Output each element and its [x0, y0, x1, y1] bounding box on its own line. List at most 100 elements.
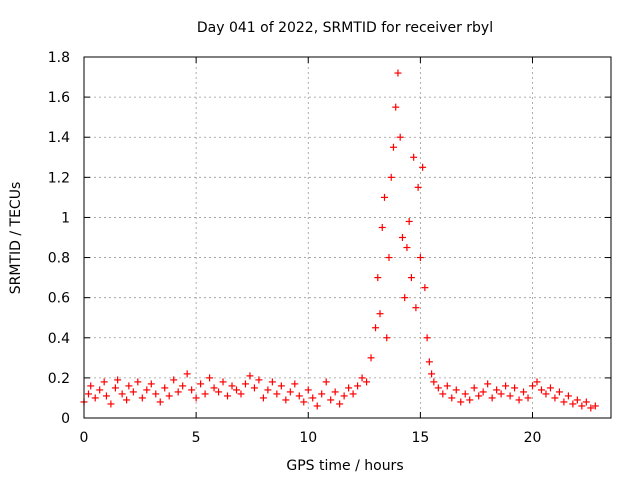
data-point: [401, 294, 409, 302]
data-point: [96, 386, 104, 394]
data-point: [428, 370, 436, 378]
data-point: [250, 384, 258, 392]
data-point: [410, 153, 418, 161]
data-point: [91, 394, 99, 402]
data-point: [412, 304, 420, 312]
data-point: [381, 193, 389, 201]
data-point: [174, 388, 182, 396]
y-axis-label: SRMTID / TECUs: [8, 182, 24, 295]
data-point: [188, 386, 196, 394]
data-point: [268, 378, 276, 386]
data-point: [475, 392, 483, 400]
data-point: [277, 382, 285, 390]
data-point: [511, 384, 519, 392]
data-point: [425, 358, 433, 366]
data-point: [546, 384, 554, 392]
data-point: [322, 378, 330, 386]
data-point: [282, 396, 290, 404]
data-point: [291, 380, 299, 388]
data-point: [345, 384, 353, 392]
data-point: [582, 398, 590, 406]
data-point: [125, 382, 133, 390]
data-point: [363, 378, 371, 386]
data-point: [394, 69, 402, 77]
data-point: [430, 378, 438, 386]
data-point: [340, 392, 348, 400]
data-point: [309, 394, 317, 402]
data-point: [87, 382, 95, 390]
data-point: [318, 390, 326, 398]
data-point: [219, 378, 227, 386]
data-point: [466, 396, 474, 404]
x-tick-label: 5: [192, 430, 201, 446]
data-point: [304, 386, 312, 394]
data-point: [389, 143, 397, 151]
data-point: [407, 274, 415, 282]
data-point: [421, 284, 429, 292]
x-tick-label: 20: [524, 430, 542, 446]
data-point: [497, 390, 505, 398]
data-point: [529, 382, 537, 390]
grid: [84, 57, 611, 418]
data-points: [80, 69, 599, 412]
data-point: [327, 396, 335, 404]
data-point: [374, 274, 382, 282]
y-tick-label: 1.6: [48, 90, 70, 106]
data-point: [378, 223, 386, 231]
data-point: [129, 388, 137, 396]
data-point: [448, 394, 456, 402]
data-point: [372, 324, 380, 332]
y-tick-label: 1.4: [48, 130, 70, 146]
data-point: [569, 400, 577, 408]
x-tick-label: 0: [80, 430, 89, 446]
y-tick-label: 1.2: [48, 170, 70, 186]
data-point: [349, 390, 357, 398]
data-point: [403, 244, 411, 252]
data-point: [385, 254, 393, 262]
data-point: [479, 388, 487, 396]
x-axis-label: GPS time / hours: [286, 458, 403, 474]
data-point: [237, 390, 245, 398]
data-point: [232, 386, 240, 394]
data-point: [300, 398, 308, 406]
data-point: [118, 390, 126, 398]
data-point: [416, 254, 424, 262]
data-point: [564, 392, 572, 400]
data-point: [286, 388, 294, 396]
axes: 0 5 10 15 20 0 0.2 0.4 0.6 0.8 1 1.2 1.4 1.6 1.8: [48, 50, 612, 446]
y-tick-label: 0: [61, 411, 70, 427]
data-point: [414, 183, 422, 191]
data-point: [313, 402, 321, 410]
data-point: [392, 103, 400, 111]
data-point: [224, 392, 232, 400]
plot-frame: [83, 56, 612, 419]
data-point: [102, 392, 110, 400]
data-point: [405, 217, 413, 225]
data-point: [524, 394, 532, 402]
data-point: [295, 392, 303, 400]
data-point: [192, 394, 200, 402]
data-point: [383, 334, 391, 342]
data-point: [152, 390, 160, 398]
data-point: [555, 388, 563, 396]
data-point: [100, 378, 108, 386]
data-point: [210, 384, 218, 392]
data-point: [259, 394, 267, 402]
data-point: [134, 378, 142, 386]
data-point: [331, 388, 339, 396]
data-point: [228, 382, 236, 390]
data-point: [336, 400, 344, 408]
data-point: [457, 398, 465, 406]
data-point: [551, 394, 559, 402]
data-point: [246, 372, 254, 380]
data-point: [107, 400, 115, 408]
data-point: [587, 404, 595, 412]
data-point: [484, 380, 492, 388]
data-point: [170, 376, 178, 384]
data-point: [387, 173, 395, 181]
y-tick-label: 0.6: [48, 291, 70, 307]
data-point: [398, 234, 406, 241]
data-point: [147, 380, 155, 388]
data-point: [488, 394, 496, 402]
